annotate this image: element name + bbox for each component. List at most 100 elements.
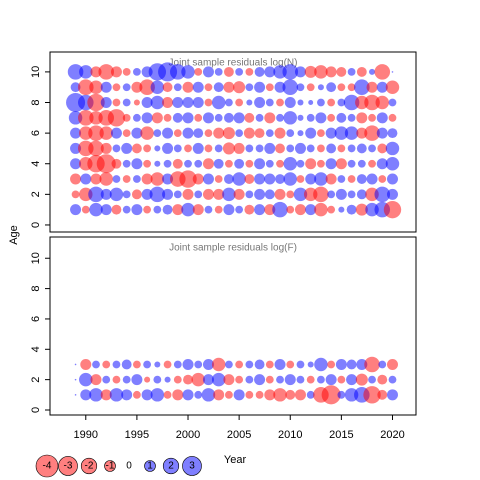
- residual-bubble: [172, 112, 183, 123]
- residual-bubble: [265, 98, 274, 107]
- residual-bubble: [179, 170, 197, 188]
- residual-bubble: [153, 129, 162, 138]
- residual-bubble: [70, 127, 82, 139]
- residual-bubble: [121, 359, 132, 370]
- residual-bubble: [283, 111, 297, 125]
- residual-bubble: [254, 188, 266, 200]
- residual-bubble: [357, 159, 366, 168]
- residual-bubble: [378, 175, 387, 183]
- residual-bubble: [265, 360, 274, 369]
- panel-title: Joint sample residuals log(N): [169, 58, 298, 69]
- residual-bubble: [356, 66, 367, 77]
- residual-bubble: [255, 144, 264, 153]
- residual-bubble: [131, 189, 142, 200]
- residual-bubble: [100, 97, 112, 109]
- residual-bubble: [377, 374, 388, 385]
- residual-bubble: [223, 66, 234, 77]
- residual-bubble: [265, 159, 274, 168]
- residual-bubble: [214, 144, 223, 153]
- residual-bubble: [131, 204, 143, 216]
- residual-bubble: [192, 97, 204, 109]
- residual-bubble: [306, 390, 315, 399]
- residual-bubble: [275, 143, 285, 154]
- residual-bubble: [294, 389, 306, 401]
- residual-bubble: [306, 375, 315, 384]
- residual-bubble: [368, 375, 376, 384]
- residual-bubble: [283, 172, 297, 186]
- residual-bubble: [213, 389, 225, 401]
- residual-bubble: [325, 158, 337, 170]
- legend-label: -3: [64, 461, 73, 472]
- residual-bubble: [347, 83, 356, 92]
- residual-bubble: [314, 202, 328, 217]
- residual-bubble: [286, 205, 295, 214]
- y-tick-label: 10: [30, 66, 42, 78]
- residual-bubble: [192, 142, 204, 154]
- residual-bubble: [70, 82, 81, 93]
- residual-bubble: [172, 97, 184, 109]
- y-tick-label: 6: [30, 316, 42, 322]
- residual-bubble: [214, 175, 223, 183]
- residual-bubble: [308, 100, 314, 105]
- residual-bubble: [92, 360, 100, 369]
- residual-bubble: [294, 204, 306, 216]
- residual-bubble: [307, 361, 314, 368]
- residual-bubble: [387, 128, 398, 139]
- legend-bubble: [35, 454, 59, 478]
- residual-bubble: [264, 66, 276, 78]
- residual-bubble: [214, 113, 223, 122]
- residual-bubble: [223, 81, 235, 93]
- residual-bubble: [140, 126, 154, 140]
- residual-bubble: [286, 129, 295, 138]
- residual-bubble: [326, 143, 337, 154]
- residual-bubble: [255, 390, 264, 399]
- residual-bubble: [275, 174, 285, 184]
- residual-bubble: [276, 159, 284, 168]
- residual-bubble: [204, 83, 213, 92]
- residual-bubble: [163, 390, 172, 399]
- y-tick-label: 6: [30, 130, 42, 136]
- residual-bubble: [325, 66, 337, 78]
- residual-bubble: [154, 145, 161, 152]
- residual-bubble: [356, 174, 367, 184]
- residual-bubble: [96, 154, 116, 174]
- residual-bubble: [183, 374, 193, 385]
- legend-bubble: [162, 457, 180, 475]
- residual-bubble: [356, 127, 368, 139]
- residual-bubble: [225, 390, 233, 399]
- residual-bubble: [99, 126, 113, 140]
- residual-bubble: [346, 204, 357, 215]
- residual-bubble: [343, 94, 360, 111]
- residual-bubble: [202, 112, 214, 124]
- residual-bubble: [364, 356, 380, 373]
- residual-bubble: [133, 113, 141, 122]
- residual-bubble: [385, 156, 400, 171]
- residual-bubble: [265, 129, 274, 138]
- residual-bubble: [235, 98, 244, 107]
- y-tick-label: 2: [30, 377, 42, 383]
- residual-bubble: [81, 205, 90, 214]
- residual-bubble: [112, 83, 121, 92]
- residual-bubble: [122, 375, 131, 384]
- residual-bubble: [131, 81, 143, 93]
- residual-bubble: [245, 390, 254, 399]
- residual-bubble: [112, 98, 121, 107]
- residual-bubble: [172, 389, 184, 401]
- residual-bubble: [111, 158, 122, 169]
- residual-bubble: [254, 173, 266, 185]
- residual-bubble: [202, 158, 214, 170]
- residual-bubble: [122, 190, 131, 199]
- residual-bubble: [204, 98, 213, 107]
- residual-bubble: [223, 174, 234, 184]
- legend-bubble: [144, 460, 156, 472]
- residual-bubble: [313, 186, 329, 203]
- residual-bubble: [337, 144, 346, 153]
- residual-bubble: [153, 205, 162, 214]
- residual-bubble: [326, 82, 337, 93]
- residual-bubble: [202, 358, 214, 370]
- residual-bubble: [89, 388, 103, 402]
- residual-bubble: [143, 144, 152, 153]
- plot-frame: [49, 236, 417, 416]
- residual-bubble: [144, 376, 151, 383]
- residual-bubble: [194, 360, 203, 369]
